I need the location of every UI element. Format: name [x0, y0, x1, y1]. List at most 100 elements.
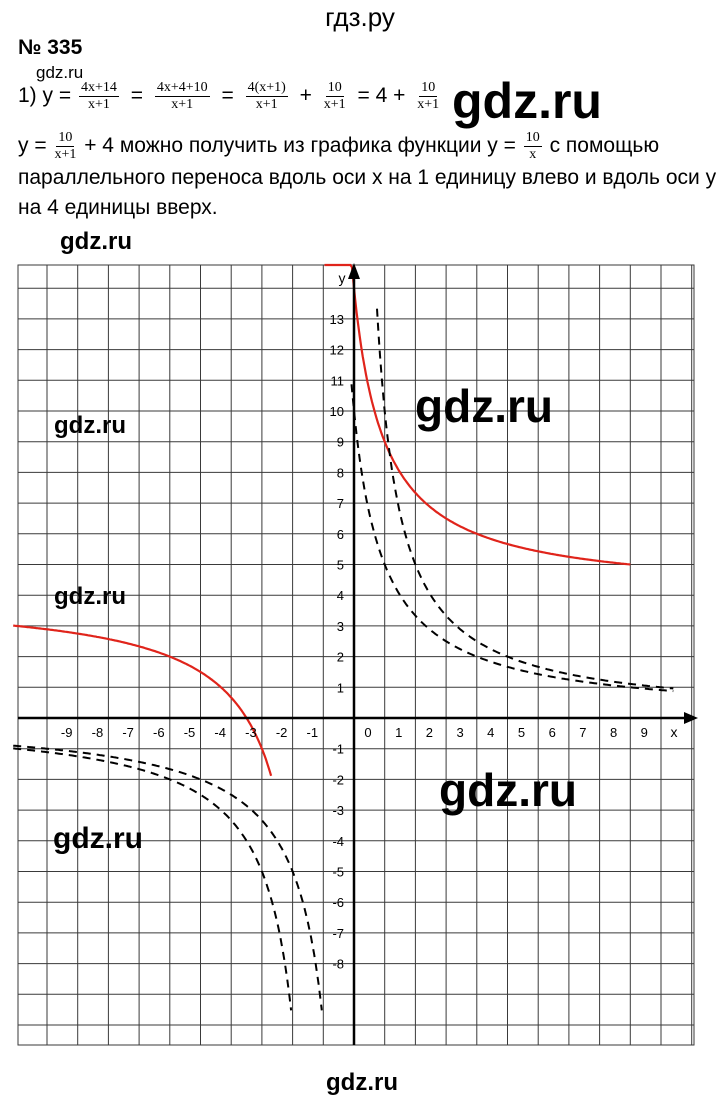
y-tick-label: 5 [337, 558, 344, 573]
x-tick-label: -6 [153, 725, 165, 740]
x-tick-label: 9 [641, 725, 648, 740]
denominator: x [529, 147, 537, 162]
equals-four-plus: = 4 + [357, 84, 406, 108]
tick-labels: -9 -8 -7 -6 -5 -4 -3 -2 -1 0 1 2 3 4 5 6 7 8 9131211109876… [61, 270, 678, 972]
equals-sign: = [130, 84, 143, 108]
watermark: gdz.ru [36, 63, 84, 82]
watermark: gdz.ru [53, 822, 143, 855]
grid-frame [17, 264, 695, 1046]
text-fragment: с помощью [549, 134, 660, 158]
numerator: 10 [325, 80, 344, 97]
numerator: 10 [523, 130, 542, 147]
dashed-curve [376, 308, 674, 690]
explanation-text: y = 10 x+1 + 4 можно получить из графика … [18, 130, 717, 223]
curves [13, 263, 674, 1011]
x-tick-label: -1 [307, 725, 319, 740]
watermark: gdz.ru [415, 380, 553, 432]
x-tick-label: 6 [549, 725, 556, 740]
y-tick-label: -3 [332, 803, 344, 818]
text-line: на 4 единицы вверх. [18, 196, 218, 219]
y-tick-label: 12 [330, 343, 344, 358]
dashed-curve [13, 744, 323, 1011]
fraction: 10 x+1 [324, 80, 346, 113]
equation-lhs: y = [42, 84, 72, 108]
item-number: 1) [18, 84, 37, 108]
watermarks: gdz.ru gdz.ru gdz.ru gdz.ru gdz.ru gdz.ru gdz.… [53, 73, 602, 1096]
x-tick-label: 7 [579, 725, 586, 740]
denominator: x+1 [323, 97, 346, 112]
y-tick-label: -8 [332, 957, 344, 972]
dashed-curve [13, 747, 293, 1011]
equals-sign: = [221, 84, 234, 108]
text-line: y = 10 x+1 + 4 можно получить из графика … [18, 130, 708, 163]
text-line: параллельного переноса вдоль оси x на 1 … [18, 166, 717, 189]
x-tick-label: 3 [456, 725, 463, 740]
y-tick-label: 7 [337, 496, 344, 511]
x-tick-label: 2 [426, 725, 433, 740]
plus-sign: + [299, 84, 312, 108]
watermark: gdz.ru [54, 412, 126, 439]
fraction: 4(x+1) x+1 [245, 80, 288, 113]
watermark: gdz.ru [60, 228, 132, 255]
watermark: gdz.ru [439, 764, 577, 816]
y-tick-label: 3 [337, 619, 344, 634]
y-tick-label: 2 [337, 650, 344, 665]
y-tick-label: 10 [330, 404, 344, 419]
y-tick-label: -4 [332, 834, 344, 849]
axes [18, 263, 698, 1045]
y-tick-label: 13 [330, 312, 344, 327]
y-tick-label: 11 [331, 373, 345, 388]
x-tick-label: -7 [122, 725, 134, 740]
x-axis-arrow [684, 712, 698, 724]
watermark: gdz.ru [452, 73, 602, 129]
numerator: 4x+14 [78, 80, 119, 97]
denominator: x+1 [87, 97, 110, 112]
fraction: 10 x+1 [54, 130, 76, 163]
watermark: gdz.ru [54, 583, 126, 610]
grid [17, 264, 695, 1046]
x-tick-label: -3 [245, 725, 257, 740]
y-tick-label: -1 [332, 742, 344, 757]
x-tick-label: 5 [518, 725, 525, 740]
x-tick-label: -9 [61, 725, 73, 740]
numerator: 4(x+1) [245, 80, 288, 97]
y-tick-label: 6 [337, 527, 344, 542]
equation-line: 1) y = 4x+14 x+1 = 4x+4+10 x+1 = 4(x+1) x+1… [18, 80, 441, 113]
site-header: гдз.ру [325, 2, 395, 32]
x-tick-label: 0 [364, 725, 371, 740]
y-tick-label: -6 [332, 895, 344, 910]
x-tick-label: -4 [214, 725, 226, 740]
numerator: 10 [56, 130, 75, 147]
fraction: 4x+14 x+1 [78, 80, 119, 113]
x-tick-label: -8 [92, 725, 104, 740]
y-axis-arrow [348, 263, 360, 279]
x-tick-label: 1 [395, 725, 402, 740]
x-axis-label: x [671, 724, 678, 740]
solid-curve [13, 624, 273, 777]
numerator: 4x+4+10 [154, 80, 210, 97]
fraction: 10 x+1 [417, 80, 439, 113]
y-tick-label: 9 [337, 435, 344, 450]
y-tick-label: 8 [337, 465, 344, 480]
denominator: x+1 [54, 147, 77, 162]
dashed-curve [350, 384, 674, 693]
y-tick-label: -5 [332, 865, 344, 880]
text-fragment: + 4 можно получить из графика функции y … [84, 134, 516, 158]
text-fragment: y = [18, 134, 47, 158]
y-tick-label: -7 [332, 926, 344, 941]
y-tick-label: 4 [337, 588, 344, 603]
y-axis-label: y [339, 270, 346, 286]
fraction: 4x+4+10 x+1 [154, 80, 210, 113]
denominator: x+1 [255, 97, 278, 112]
solid-curve [324, 263, 631, 566]
y-tick-label: 1 [337, 680, 344, 695]
watermark: gdz.ru [326, 1069, 398, 1096]
numerator: 10 [419, 80, 438, 97]
denominator: x+1 [171, 97, 194, 112]
y-tick-label: -2 [332, 772, 344, 787]
x-tick-label: -2 [276, 725, 288, 740]
x-tick-label: 4 [487, 725, 494, 740]
x-tick-label: 8 [610, 725, 617, 740]
problem-number: № 335 [18, 36, 83, 59]
